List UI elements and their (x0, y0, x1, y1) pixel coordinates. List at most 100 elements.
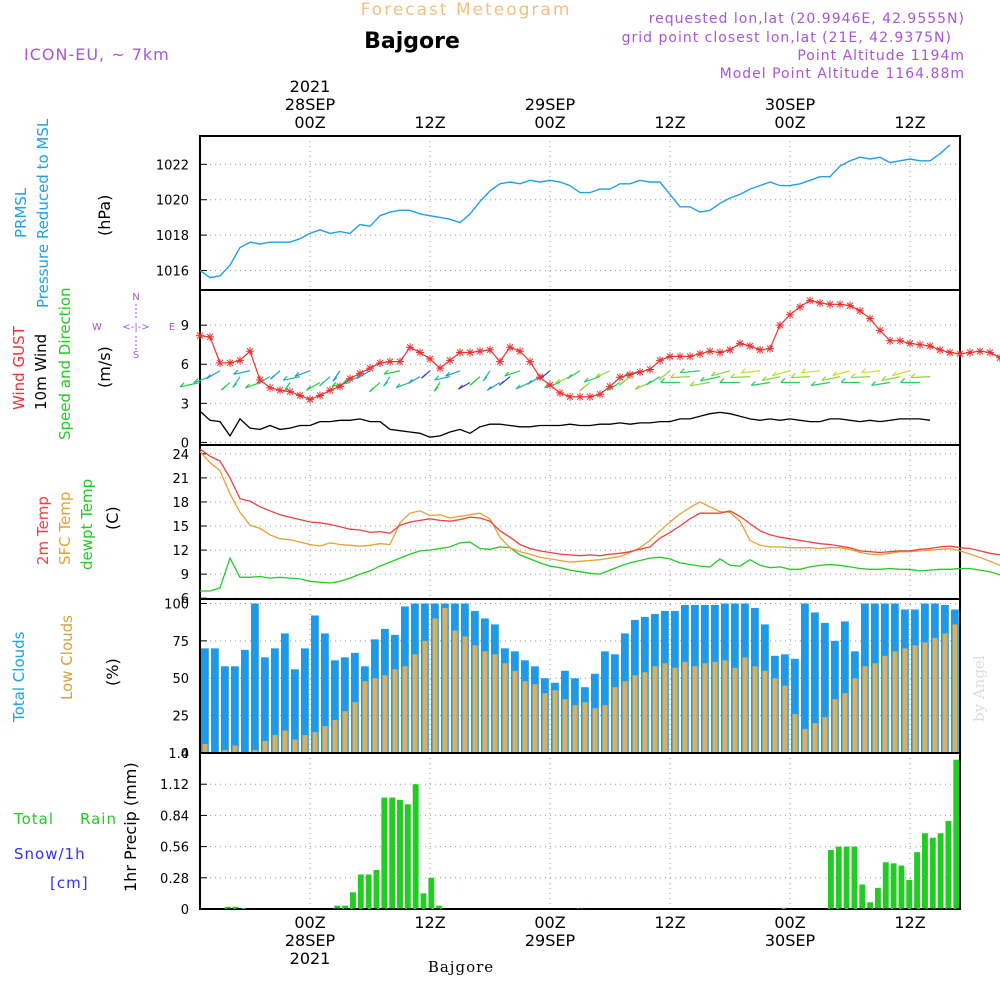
bottom-time-label-5: 12Z (894, 913, 925, 932)
low-cloud-bar-67 (872, 663, 878, 753)
wind-gust-marker-54 (736, 339, 744, 348)
precip-bar-87 (882, 862, 889, 909)
wind-arrow-head-54 (719, 378, 725, 383)
wind-arrow-head-52 (699, 376, 705, 382)
low-cloud-bar-29 (492, 654, 498, 753)
wind-arrow-62 (801, 370, 821, 374)
pressure-line (199, 144, 951, 279)
wind-arrow-head-30 (486, 385, 492, 391)
wind-arrow-head-8 (270, 374, 275, 380)
top-time-label-4: 00Z (774, 113, 805, 132)
top-time-label-3: 12Z (654, 113, 685, 132)
low-cloud-bar-42 (622, 681, 628, 753)
wind-gust-marker-20 (396, 357, 404, 366)
wind-arrow-70 (881, 376, 901, 382)
location-title: Bajgore (364, 29, 460, 54)
wind-gust-marker-24 (436, 364, 444, 373)
low-cloud-bar-75 (952, 624, 958, 753)
precip-bar-88 (890, 863, 897, 909)
wind-arrow-head-58 (761, 376, 767, 381)
wind-arrow-head-51 (689, 381, 695, 387)
wind-arrow-head-66 (840, 378, 846, 383)
wind-gust-marker-50 (696, 349, 704, 358)
wind-gust-marker-65 (846, 301, 854, 310)
grid-point-coords: grid point closest lon,lat (21E, 42.9375… (622, 30, 952, 46)
low-cloud-bar-48 (682, 661, 688, 753)
wind-arrow-head-71 (891, 371, 897, 377)
top-time-label-0: 00Z (294, 113, 325, 132)
wind-arrow-15 (331, 381, 351, 387)
precip-bar-20 (357, 874, 364, 909)
wind-arrow-head-65 (832, 371, 838, 377)
low-cloud-bar-49 (692, 666, 698, 753)
wind-gust-marker-59 (786, 310, 794, 319)
precip-bar-27 (412, 784, 419, 909)
wind-arrow-52 (700, 376, 721, 382)
wind-gust-marker-69 (886, 336, 894, 345)
total-cloud-bar-60 (801, 603, 809, 753)
total-cloud-bar-61 (811, 612, 819, 753)
temp-dewpt-label: dewpt Temp (78, 479, 96, 570)
precip-bar-80 (827, 849, 834, 909)
bottom-date-label-0: 28SEP (285, 931, 336, 950)
wind-gust-marker-26 (456, 348, 464, 357)
snow-label: Snow/1h (14, 845, 86, 863)
wind-gust-marker-74 (936, 345, 944, 354)
wind-arrow-12 (306, 381, 321, 391)
low-cloud-bar-18 (382, 675, 388, 753)
wind-gust-marker-66 (856, 306, 864, 315)
low-cloud-bar-23 (432, 618, 438, 753)
precip-ytick-label-0: 0 (181, 903, 189, 918)
wind-arrow-head-33 (515, 384, 521, 390)
precip-ytick-label-3: 0.84 (160, 809, 189, 824)
wind-gust-marker-33 (526, 357, 534, 366)
wind-labels: Wind GUST 10m Wind Speed and Direction (… (10, 287, 175, 440)
low-cloud-bar-24 (442, 607, 448, 753)
wind-arrow-head-53 (710, 371, 716, 377)
wind-arrow-59 (772, 370, 791, 377)
low-cloud-bar-35 (552, 690, 558, 753)
top-year-label-0: 2021 (290, 77, 331, 96)
wind-arrow-head-22 (407, 378, 413, 384)
wind-arrow-head-26 (445, 371, 451, 377)
total-cloud-bar-3 (231, 666, 239, 753)
wind-arrow-20 (384, 370, 401, 375)
wind-gust-marker-7 (266, 383, 274, 392)
low-cloud-bar-17 (372, 678, 378, 753)
wind-arrow-head-28 (469, 380, 475, 386)
pressure-ytick-label-3: 1022 (156, 158, 189, 173)
total-clouds-label: Total Clouds (10, 631, 28, 723)
wind-gust-marker-38 (576, 392, 584, 401)
wind-arrow-head-67 (850, 373, 856, 379)
clouds-ytick-label-2: 50 (172, 672, 189, 687)
low-cloud-bar-26 (462, 636, 468, 753)
wind-arrow-5 (233, 370, 251, 375)
low-cloud-bar-33 (532, 684, 538, 753)
bottom-time-label-3: 12Z (654, 913, 685, 932)
wind-arrow-71 (892, 370, 911, 377)
wind-arrow-head-24 (433, 386, 439, 392)
wind-gust-marker-44 (636, 368, 644, 377)
model-altitude: Model Point Altitude 1164.88m (720, 66, 965, 82)
wind-gust-marker-29 (486, 345, 494, 354)
bottom-time-label-4: 00Z (774, 913, 805, 932)
pressure-ytick-label-2: 1020 (156, 194, 189, 209)
wind-gust-marker-63 (826, 300, 834, 309)
wind-gust-marker-67 (866, 314, 874, 323)
wind-gust-marker-27 (466, 348, 474, 357)
cloud-labels: Total Clouds Low Clouds (%) (10, 615, 122, 723)
low-cloud-bar-62 (822, 717, 828, 753)
plots: 1016101810201022036969121518212402550751… (156, 77, 1000, 968)
low-cloud-bar-27 (472, 645, 478, 753)
precip-bar-22 (373, 870, 380, 909)
total-cloud-bar-4 (241, 649, 249, 753)
precip-bar-82 (843, 846, 850, 909)
wind-gust-marker-60 (796, 302, 804, 311)
temp-unit: (C) (103, 506, 122, 530)
total-cloud-bar-5 (251, 603, 259, 753)
wind-arrow-50 (680, 370, 701, 374)
wind-arrow-head-63 (810, 381, 816, 386)
low-cloud-bar-11 (312, 732, 318, 753)
temp-2m-line (199, 448, 1000, 557)
temperature-ytick-label-6: 24 (172, 448, 189, 463)
